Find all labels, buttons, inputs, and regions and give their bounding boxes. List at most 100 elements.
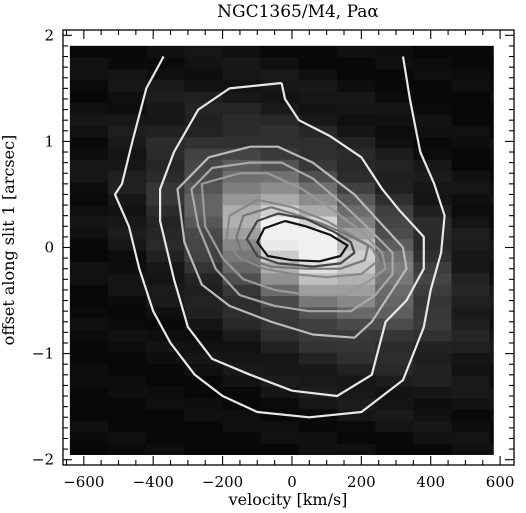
heatmap-pixel [489,329,494,342]
heatmap-pixel [260,374,300,387]
heatmap-pixel [184,125,224,138]
heatmap-pixel [184,159,224,172]
heatmap-pixel [337,159,376,172]
heatmap-pixel [489,318,494,331]
heatmap-pixel [108,329,147,342]
contour-level-7 [235,206,370,270]
heatmap-pixel [375,102,414,115]
heatmap-pixel [489,147,494,160]
contour-level-1 [113,55,446,419]
heatmap-pixel [298,352,338,365]
heatmap-pixel [375,193,414,206]
heatmap-pixel [298,386,338,399]
heatmap-pixel [260,113,300,126]
heatmap-pixel [184,79,224,92]
heatmap-pixel [413,193,453,206]
heatmap-pixel [489,68,494,81]
heatmap-pixel [298,170,338,183]
heatmap-pixel [260,193,300,206]
heatmap-pixel [413,408,453,421]
heatmap-pixel [451,68,491,81]
heatmap-pixel [298,363,338,376]
heatmap-pixel [184,386,224,399]
heatmap-pixel [260,57,300,70]
heatmap-pixel [375,170,414,183]
heatmap-pixel [337,374,376,387]
heatmap-pixel [298,408,338,421]
heatmap-pixel [337,272,376,285]
heatmap-pixel [489,295,494,308]
heatmap-pixel [69,125,109,138]
contour-level-5 [200,172,387,297]
heatmap-pixel [146,250,186,262]
heatmap-pixel [69,227,109,240]
heatmap-pixel [108,272,147,285]
heatmap-pixel [413,386,453,399]
heatmap-pixel [69,215,109,228]
heatmap-pixel [69,420,109,433]
heatmap-pixel [451,238,491,251]
heatmap-pixel [451,374,491,387]
heatmap-pixel [222,227,262,240]
heatmap-pixel [375,181,414,194]
heatmap-pixel [108,408,147,421]
heatmap-pixel [451,79,491,92]
heatmap-pixel [375,420,414,433]
heatmap-pixel [489,272,494,285]
heatmap-pixel [184,329,224,342]
heatmap-pixel [337,408,376,421]
heatmap-pixel [413,68,453,81]
heatmap-pixel [451,420,491,433]
heatmap-pixel [298,374,338,387]
heatmap-pixel [489,159,494,172]
heatmap-pixel [69,306,109,319]
heatmap-pixel [222,170,262,183]
heatmap-pixel [298,159,338,172]
heatmap-pixel [108,193,147,206]
heatmap-pixel [413,136,453,149]
heatmap-pixel [413,374,453,387]
heatmap-pixel [260,227,300,240]
contour-level-3 [176,145,408,339]
heatmap-pixel [184,68,224,81]
heatmap-pixel [451,147,491,160]
heatmap-pixel [451,306,491,319]
heatmap-pixel [413,159,453,172]
heatmap-pixel [375,363,414,376]
heatmap-pixel [146,386,186,399]
heatmap-pixel [108,91,147,104]
heatmap-pixel [337,431,376,444]
heatmap-pixel [298,102,338,115]
heatmap-pixel [451,159,491,172]
heatmap-pixel [489,420,494,433]
heatmap-pixel [69,250,109,262]
heatmap-pixel [146,443,186,455]
heatmap-pixel [489,374,494,387]
heatmap-pixel [451,386,491,399]
heatmap-pixel [69,181,109,194]
heatmap-pixel [337,68,376,81]
heatmap-pixel [222,397,262,410]
axis-ticks [63,30,514,465]
heatmap-pixel [69,68,109,81]
heatmap-pixel [184,181,224,194]
heatmap-pixel [413,125,453,138]
heatmap-pixel [413,215,453,228]
heatmap-pixel [146,125,186,138]
contour-level-9 [256,219,349,263]
heatmap-pixel [146,306,186,319]
heatmap-pixel [69,102,109,115]
heatmap-pixel [146,352,186,365]
heatmap-pixel [108,443,147,455]
heatmap-pixel [375,295,414,308]
heatmap-pixel [184,272,224,285]
heatmap-pixel [222,57,262,70]
heatmap-pixel [413,204,453,217]
heatmap-pixel [337,204,376,217]
heatmap-pixel [222,181,262,194]
heatmap-pixel [451,250,491,262]
heatmap-pixel [146,420,186,433]
heatmap-pixel [108,250,147,262]
heatmap-pixel [222,374,262,387]
heatmap-pixel [413,250,453,262]
